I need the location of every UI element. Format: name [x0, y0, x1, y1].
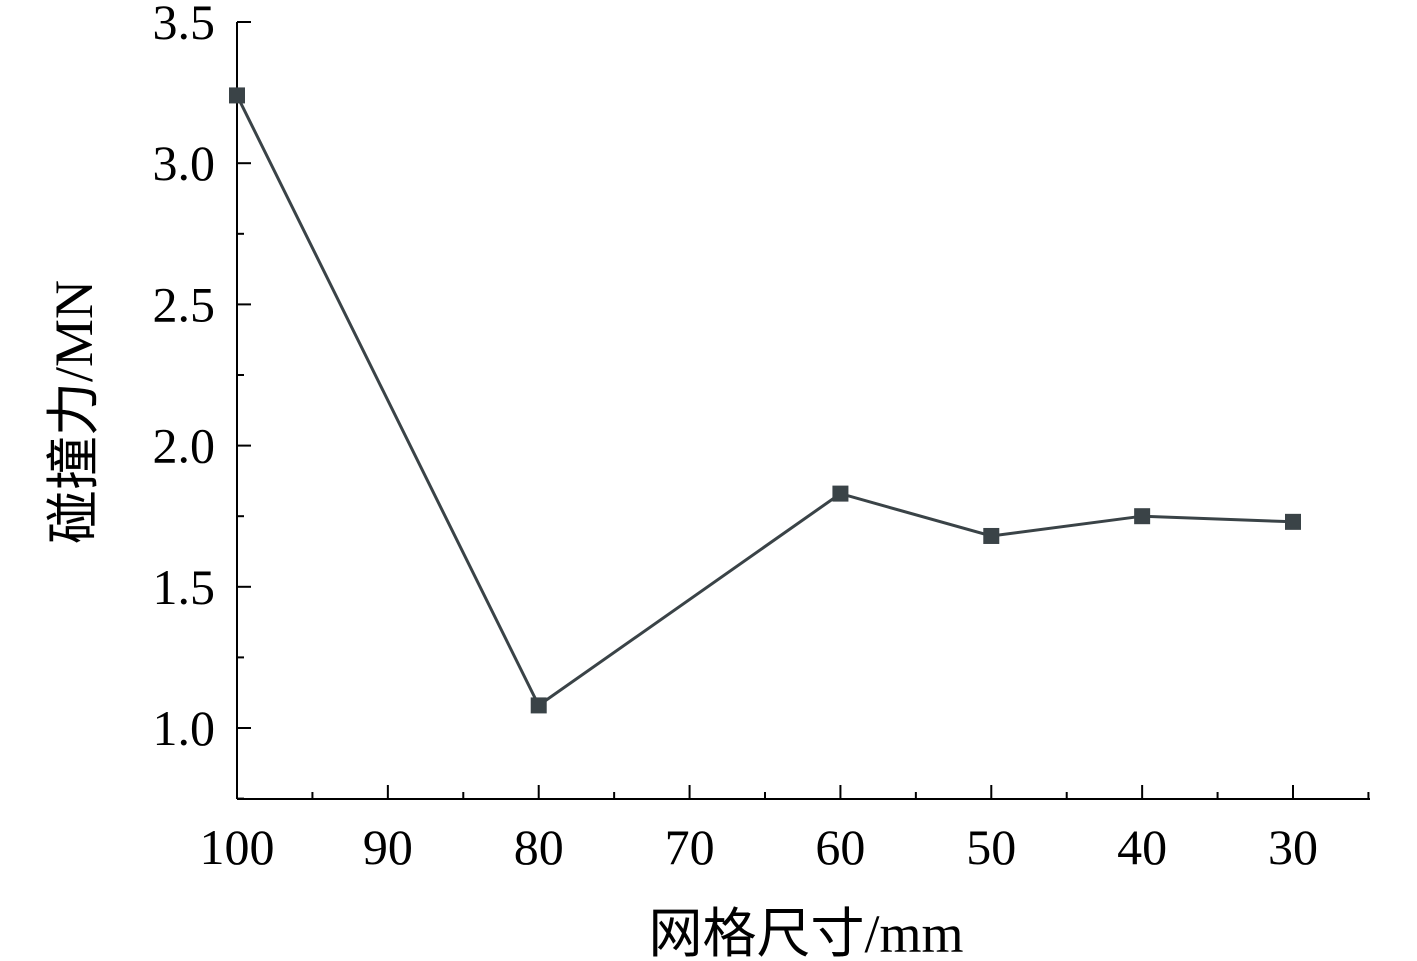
y-ticks: 1.0 1.5 2.0 2.5 3.0 3.5: [153, 0, 251, 800]
x-tick-label: 30: [1268, 819, 1318, 875]
x-tick-label: 80: [514, 819, 564, 875]
data-point: [983, 527, 1000, 544]
x-tick-label: 50: [966, 819, 1016, 875]
x-tick-label: 60: [815, 819, 865, 875]
axes: [236, 22, 1370, 800]
y-tick-label: 1.5: [153, 559, 216, 615]
x-tick-label: 100: [200, 819, 275, 875]
y-tick-label: 2.0: [153, 418, 216, 474]
data-point: [1285, 513, 1301, 530]
y-axis-title: 碰撞力/MN: [44, 280, 104, 544]
x-tick-label: 40: [1117, 819, 1167, 875]
x-axis-title: 网格尺寸/mm: [648, 904, 963, 961]
series: [229, 87, 1301, 714]
data-point: [832, 485, 849, 502]
series-line: [235, 94, 1294, 708]
x-tick-label: 70: [665, 819, 715, 875]
data-point: [530, 697, 547, 714]
data-point: [229, 87, 245, 104]
y-tick-label: 2.5: [153, 276, 216, 332]
y-tick-label: 1.0: [153, 700, 216, 756]
data-point: [1134, 508, 1151, 525]
x-tick-label: 90: [363, 819, 413, 875]
x-ticks: 100 90 80 70 60 50 40 30: [200, 785, 1370, 875]
y-tick-label: 3.0: [153, 135, 216, 191]
y-tick-label: 3.5: [153, 0, 216, 50]
